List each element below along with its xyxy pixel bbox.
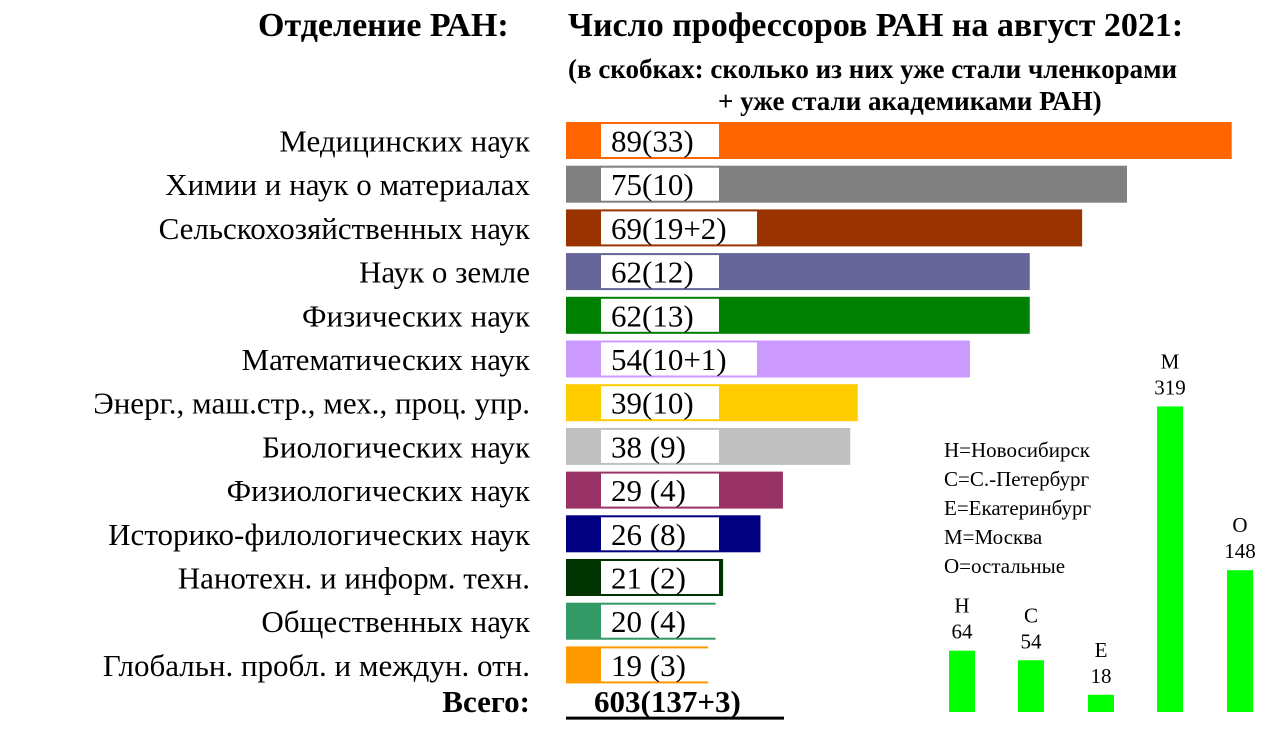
bar-label-box	[601, 298, 719, 332]
city-legend: Н=Новосибирск С=С.-Петербург Е=Екатеринб…	[944, 436, 1091, 581]
city-bar-value: 148	[1224, 539, 1256, 563]
bar-label-box	[601, 604, 719, 638]
bar-value-label: 62(13)	[611, 298, 694, 333]
chart-subtitle-line2: + уже стали академиками РАН)	[718, 86, 1102, 116]
legend-item-ekaterinburg: Е=Екатеринбург	[944, 496, 1092, 520]
total-value: 603(137+3)	[594, 684, 741, 719]
category-label: Физиологических наук	[227, 473, 531, 508]
city-bar-category: Н	[954, 594, 969, 618]
bar-label-box	[601, 255, 719, 289]
chart-title: Число профессоров РАН на август 2021:	[568, 7, 1184, 44]
city-bar-category: О	[1232, 513, 1247, 537]
city-bar-value: 319	[1154, 375, 1186, 399]
category-label: Наук о земле	[359, 255, 530, 290]
bar-value-label: 54(10+1)	[611, 342, 727, 377]
category-label: Энерг., маш.стр., мех., проц. упр.	[93, 386, 530, 421]
category-label: Историко-филологических наук	[108, 517, 531, 552]
category-label: Сельскохозяйственных наук	[159, 211, 531, 246]
bar-value-label: 26 (8)	[611, 517, 686, 552]
city-bar	[1088, 694, 1114, 712]
bar-value-label: 29 (4)	[611, 473, 686, 508]
city-bar-value: 18	[1091, 664, 1112, 688]
category-label: Биологических наук	[262, 429, 531, 464]
bar-label-box	[601, 561, 719, 594]
city-bar-value: 64	[952, 620, 974, 644]
city-bar	[1018, 660, 1044, 712]
category-label: Нанотехн. и информ. техн.	[178, 561, 530, 596]
legend-item-others: О=остальные	[944, 554, 1066, 578]
city-bar-category: С	[1024, 603, 1038, 627]
bar-value-label: 20 (4)	[611, 604, 686, 639]
bar-value-label: 69(19+2)	[611, 211, 727, 246]
bar-value-label: 19 (3)	[611, 648, 686, 683]
category-label: Медицинских наук	[279, 124, 531, 159]
bar-label-box	[601, 124, 719, 157]
city-bar	[1227, 570, 1253, 712]
city-bar	[1157, 406, 1183, 712]
category-label: Общественных наук	[261, 604, 531, 639]
chart-subtitle-line1: (в скобках: сколько из них уже стали чле…	[568, 54, 1178, 84]
bar-label-box	[601, 429, 719, 463]
bar-value-label: 89(33)	[611, 124, 694, 159]
legend-item-novosibirsk: Н=Новосибирск	[944, 438, 1090, 462]
city-bar-value: 54	[1021, 629, 1043, 653]
city-bar-category: М	[1161, 349, 1180, 373]
legend-item-moscow: М=Москва	[944, 525, 1043, 549]
bar-label-box	[601, 386, 719, 420]
department-header: Отделение РАН:	[258, 7, 509, 44]
bar-value-label: 38 (9)	[611, 429, 686, 464]
category-label: Химии и наук о материалах	[165, 167, 530, 202]
bar-label-box	[601, 342, 757, 376]
legend-item-spb: С=С.-Петербург	[944, 467, 1090, 491]
bar-value-label: 62(12)	[611, 255, 694, 290]
city-bar	[949, 650, 975, 712]
bar-label-box	[601, 648, 719, 682]
bar-label-box	[601, 211, 757, 245]
bar-label-box	[601, 473, 719, 507]
city-bar-category: Е	[1095, 638, 1108, 662]
category-label: Глобальн. пробл. и междун. отн.	[103, 648, 530, 683]
total-label: Всего:	[442, 684, 530, 719]
bar-label-box	[601, 167, 719, 201]
bar-label-box	[601, 517, 719, 551]
bar-value-label: 39(10)	[611, 386, 694, 421]
category-label: Математических наук	[242, 342, 531, 377]
bar-value-label: 21 (2)	[611, 561, 686, 596]
category-label: Физических наук	[302, 298, 531, 333]
bar-value-label: 75(10)	[611, 167, 694, 202]
